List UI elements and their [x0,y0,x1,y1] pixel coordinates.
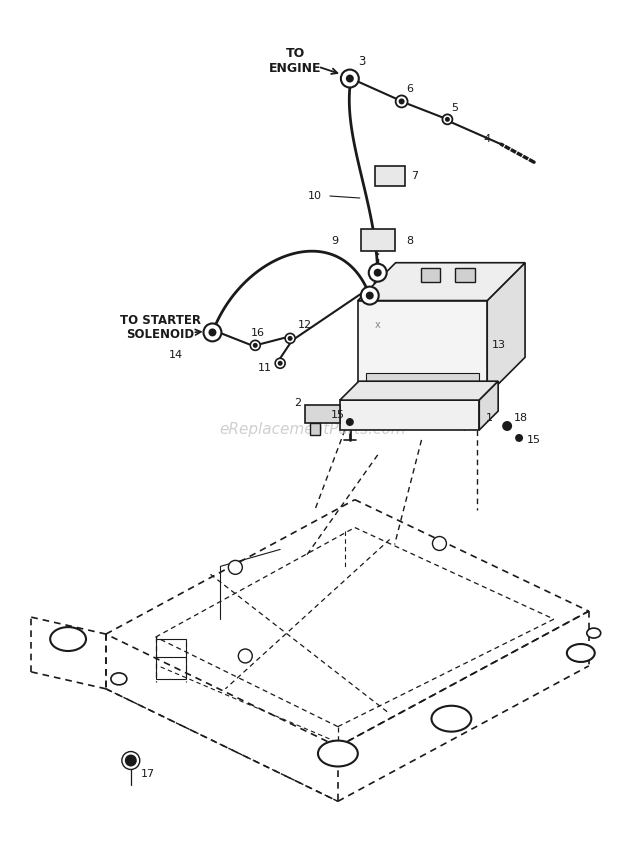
Text: eReplacementParts.com: eReplacementParts.com [219,422,406,438]
Circle shape [515,434,523,442]
Circle shape [346,418,354,426]
Text: 11: 11 [258,363,272,373]
Text: 16: 16 [251,328,265,338]
Circle shape [366,292,374,299]
Circle shape [275,359,285,368]
Circle shape [253,343,258,348]
Ellipse shape [567,644,595,662]
Text: 3: 3 [358,55,366,68]
Text: x: x [375,320,381,331]
Circle shape [361,286,379,304]
Text: TO STARTER: TO STARTER [120,314,201,327]
Ellipse shape [431,706,472,732]
Text: 10: 10 [308,191,322,201]
Circle shape [125,755,137,767]
Circle shape [374,269,382,276]
Polygon shape [479,381,498,430]
Circle shape [443,115,453,124]
Text: 8: 8 [406,235,413,246]
Bar [421,268,440,281]
Bar [375,166,404,186]
Text: 18: 18 [514,413,528,423]
Circle shape [399,99,404,105]
Text: 17: 17 [140,769,155,779]
Circle shape [445,116,450,122]
Ellipse shape [111,673,127,685]
Circle shape [278,360,283,366]
Text: 5: 5 [451,104,458,113]
Circle shape [228,560,242,575]
Text: 9: 9 [331,235,339,246]
Circle shape [502,421,512,431]
Text: ENGINE: ENGINE [269,62,321,75]
Ellipse shape [587,628,601,638]
Text: 14: 14 [169,350,182,360]
Circle shape [341,70,359,88]
Bar [305,405,340,423]
Ellipse shape [50,627,86,651]
Polygon shape [358,263,525,301]
Bar [155,639,186,679]
Text: 13: 13 [492,340,506,350]
Bar [361,229,394,251]
Bar [377,387,398,392]
Bar [340,400,479,430]
Circle shape [288,336,293,341]
Bar [455,268,475,281]
Circle shape [433,536,446,551]
Text: 12: 12 [298,320,312,331]
Text: 7: 7 [411,171,418,181]
Polygon shape [487,263,525,395]
Circle shape [250,340,260,350]
Bar [310,423,320,435]
Text: SOLENOID: SOLENOID [127,328,195,341]
Circle shape [204,324,221,342]
Text: 15: 15 [331,410,345,420]
Text: 4: 4 [483,134,491,145]
Text: 1: 1 [486,413,493,423]
Ellipse shape [318,740,358,767]
Circle shape [285,333,295,343]
Text: TO: TO [285,47,305,60]
Text: 15: 15 [527,435,541,445]
Bar [366,373,479,387]
Circle shape [238,649,252,663]
Polygon shape [340,381,498,400]
Text: 6: 6 [406,84,413,94]
Bar [358,301,487,395]
Circle shape [346,75,354,82]
Circle shape [396,95,408,107]
Circle shape [369,264,387,281]
Bar [360,408,460,418]
Text: 2: 2 [295,398,302,408]
Circle shape [208,328,216,337]
